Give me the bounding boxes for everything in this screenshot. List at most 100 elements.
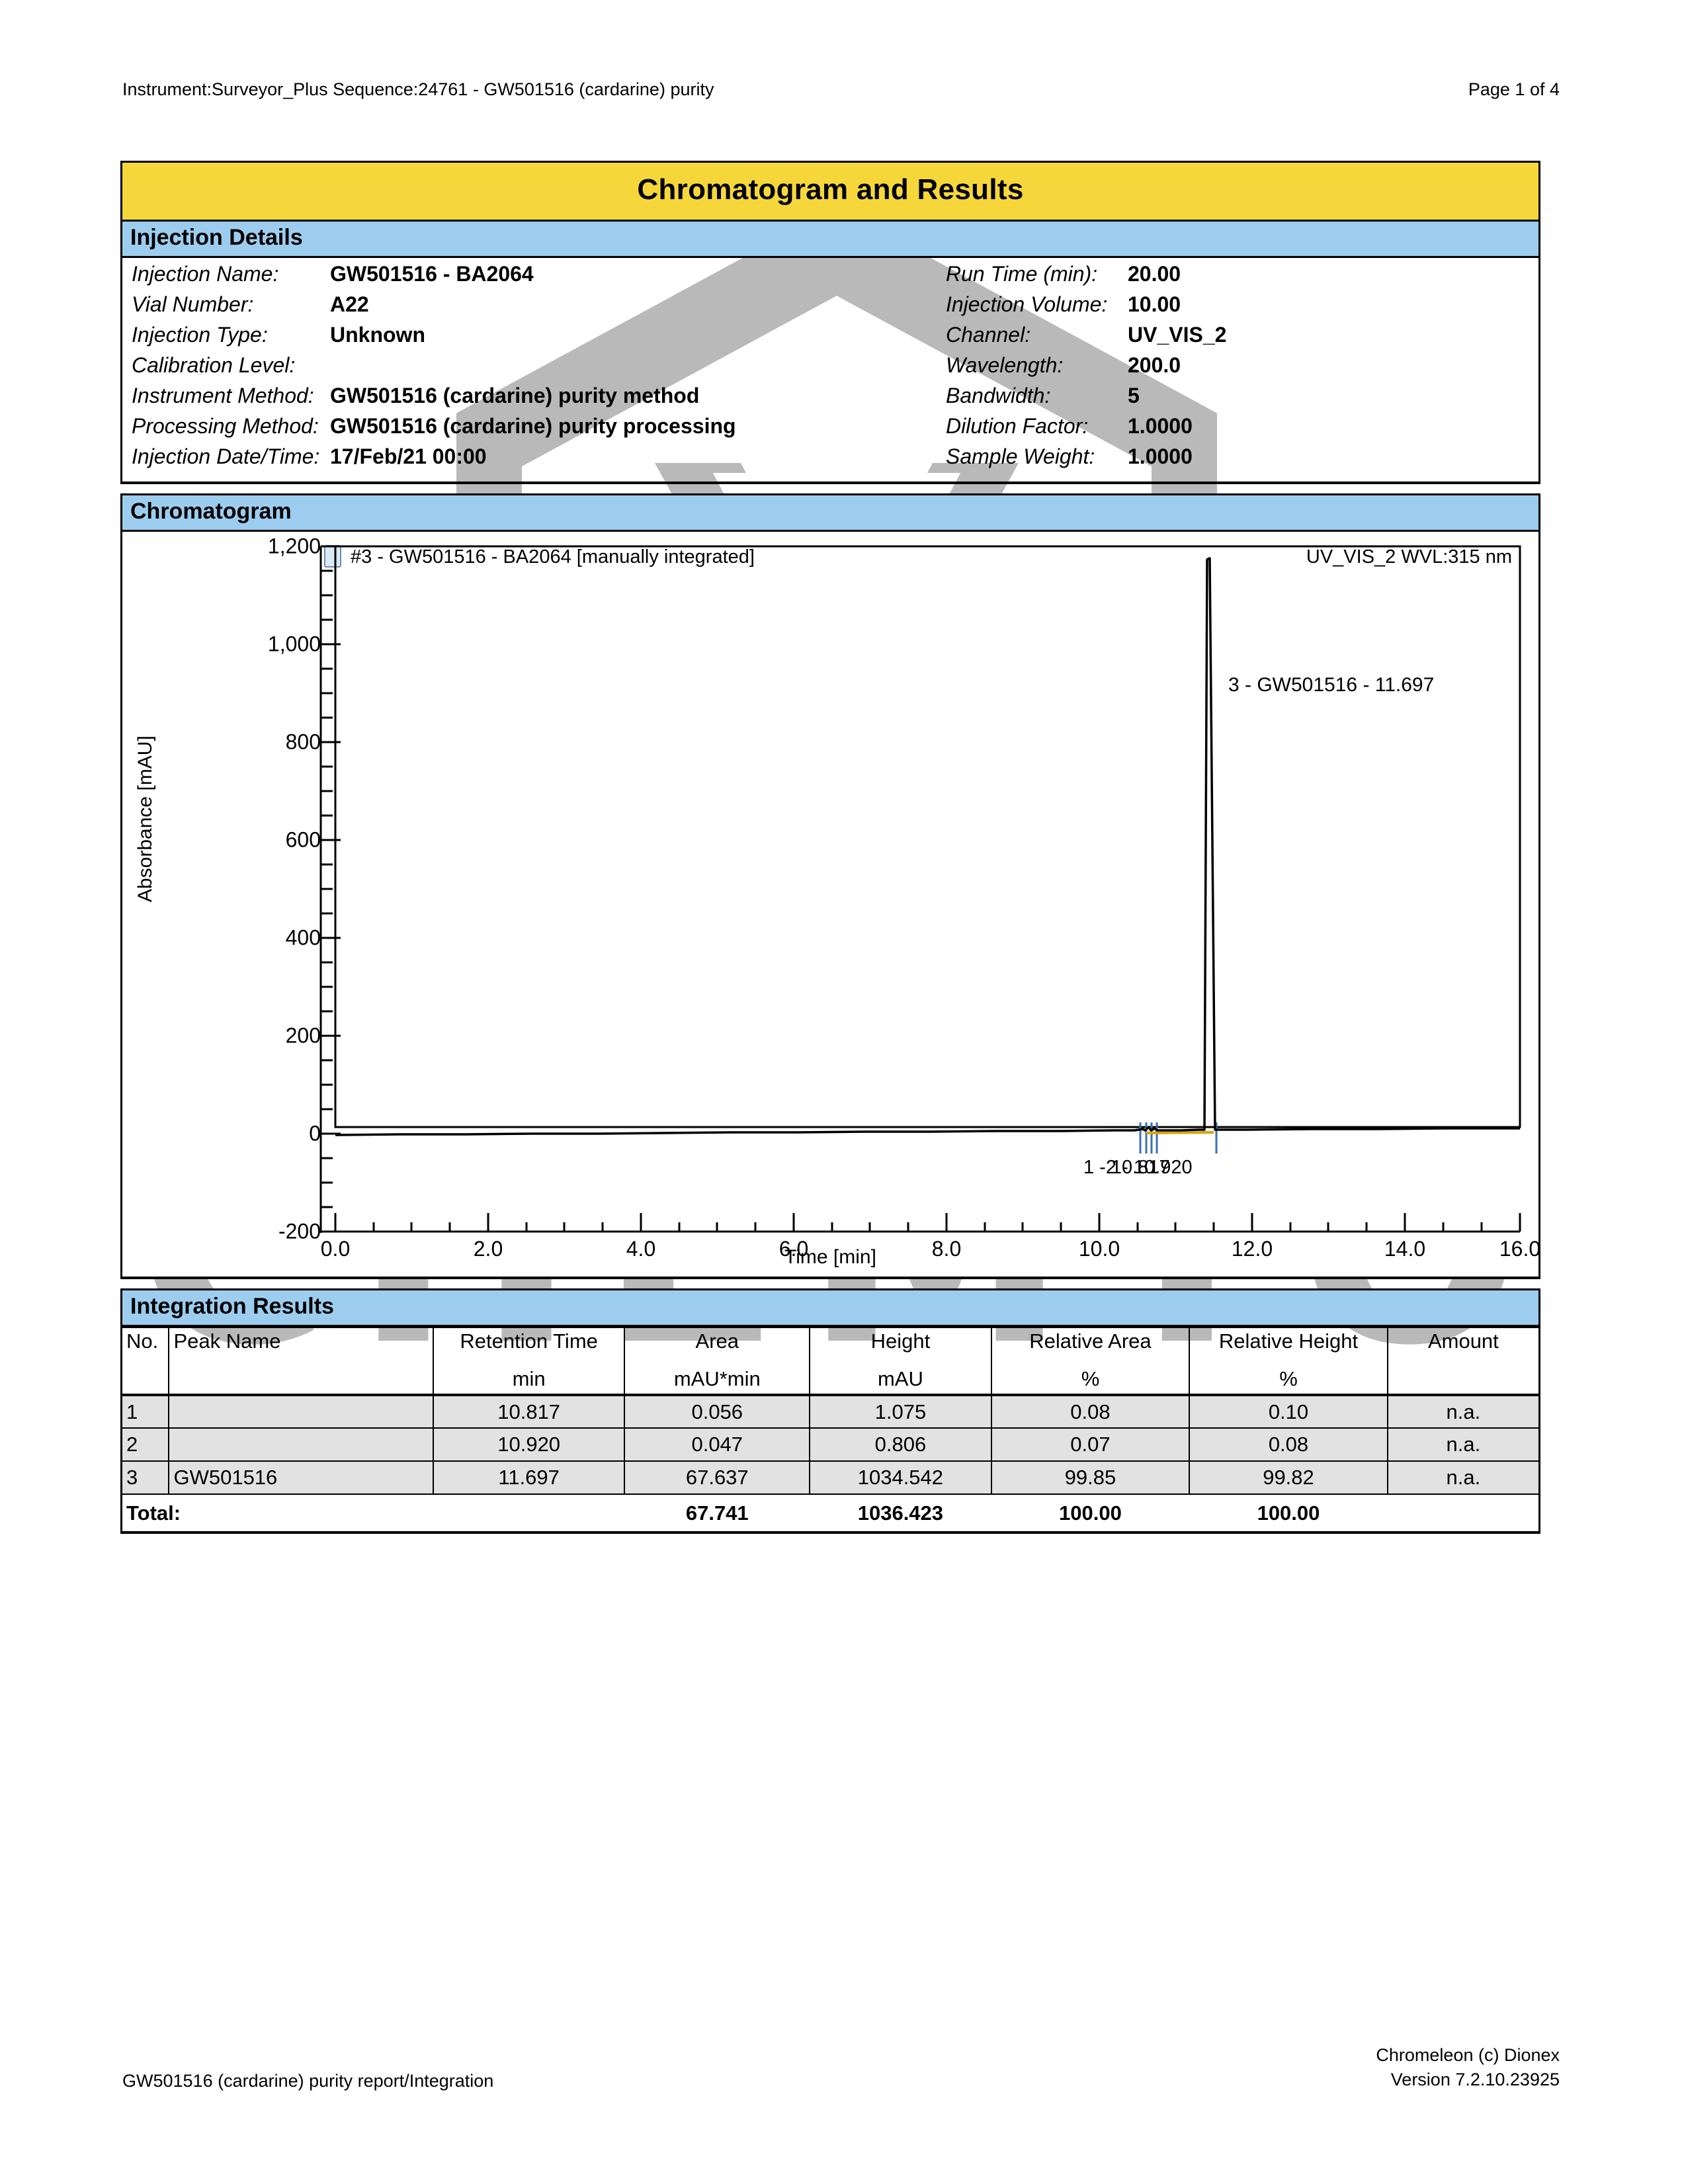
col-header-area: Area: [624, 1327, 811, 1361]
cell-no: 3: [120, 1460, 170, 1495]
cell-height: 0.806: [809, 1427, 992, 1462]
detail-row-injection-datetime: Injection Date/Time: 17/Feb/21 00:00: [132, 444, 946, 475]
detail-row-injection-type: Injection Type: Unknown: [132, 323, 946, 353]
cell-height: 1.075: [809, 1394, 992, 1429]
cell-peak-name: [168, 1394, 434, 1429]
col-unit-no: [120, 1361, 170, 1396]
x-tick-label: 16.0: [1499, 1237, 1541, 1261]
cell-amount: n.a.: [1386, 1460, 1540, 1495]
table-units-row: min mAU*min mAU % %: [120, 1361, 1540, 1396]
col-header-name: Peak Name: [168, 1327, 434, 1361]
y-tick-label: 200: [285, 1023, 321, 1048]
cell-total-rel-area: 100.00: [991, 1493, 1190, 1534]
y-tick-label: 600: [285, 827, 321, 852]
cell-rt: 11.697: [432, 1460, 626, 1495]
injection-details-right-column: Run Time (min): 20.00 Injection Volume: …: [946, 262, 1528, 475]
detail-value: 5: [1128, 384, 1140, 407]
cell-amount: n.a.: [1386, 1394, 1540, 1429]
col-header-relarea: Relative Area: [990, 1327, 1191, 1361]
col-header-rt: Retention Time: [432, 1327, 626, 1361]
cell-rt: 10.920: [432, 1427, 626, 1462]
injection-details-left-column: Injection Name: GW501516 - BA2064 Vial N…: [122, 262, 946, 475]
x-tick-label: 2.0: [473, 1237, 503, 1261]
chromatogram-trace-canvas: [319, 545, 1521, 1233]
detail-value: GW501516 - BA2064: [330, 262, 534, 286]
col-unit-relheight: %: [1189, 1361, 1388, 1396]
detail-value: 10.00: [1128, 292, 1181, 316]
x-tick-label: 10.0: [1078, 1237, 1120, 1261]
cell-area: 67.637: [624, 1460, 811, 1495]
y-tick-label: -200: [278, 1219, 321, 1243]
table-row: 3 GW501516 11.697 67.637 1034.542 99.85 …: [120, 1460, 1540, 1495]
cell-total-rt: [433, 1493, 625, 1534]
detail-label: Instrument Method:: [132, 384, 314, 407]
detail-row-injection-name: Injection Name: GW501516 - BA2064: [132, 262, 946, 292]
cell-height: 1034.542: [809, 1460, 992, 1495]
detail-row-injection-volume: Injection Volume: 10.00: [946, 292, 1528, 323]
cell-rel-height: 0.10: [1189, 1394, 1388, 1429]
page-number-label: Page 1 of 4: [1468, 79, 1560, 99]
cell-total-height: 1036.423: [810, 1493, 991, 1534]
cell-area: 0.056: [624, 1394, 811, 1429]
col-header-amount: Amount: [1386, 1327, 1540, 1361]
table-row: 2 10.920 0.047 0.806 0.07 0.08 n.a.: [120, 1427, 1540, 1462]
y-tick-label: 400: [285, 925, 321, 950]
cell-no: 2: [120, 1427, 170, 1462]
detail-label: Calibration Level:: [132, 353, 296, 377]
y-tick-label: 1,000: [267, 632, 321, 656]
page-footer: GW501516 (cardarine) purity report/Integ…: [0, 2043, 1682, 2091]
detail-label: Injection Name:: [132, 262, 279, 286]
x-tick-label: 12.0: [1231, 1237, 1273, 1261]
detail-label: Injection Volume:: [946, 292, 1108, 316]
cell-total-amount: [1387, 1493, 1540, 1534]
detail-row-instrument-method: Instrument Method: GW501516 (cardarine) …: [132, 384, 946, 414]
table-head: No. Peak Name Retention Time Area Height…: [120, 1327, 1540, 1396]
x-tick-label: 6.0: [778, 1237, 809, 1261]
detail-label: Wavelength:: [946, 353, 1064, 377]
table-header-row: No. Peak Name Retention Time Area Height…: [120, 1327, 1540, 1361]
detail-value: 17/Feb/21 00:00: [330, 444, 487, 468]
software-name-label: Chromeleon (c) Dionex: [1376, 2045, 1560, 2066]
report-body: Chromatogram and Results Injection Detai…: [120, 161, 1540, 1534]
cell-total-area: 67.741: [624, 1493, 810, 1534]
detail-row-dilution-factor: Dilution Factor: 1.0000: [946, 414, 1528, 444]
detail-label: Injection Date/Time:: [132, 444, 320, 468]
integration-results-table: No. Peak Name Retention Time Area Height…: [120, 1327, 1540, 1534]
col-unit-rt: min: [432, 1361, 626, 1396]
detail-value: GW501516 (cardarine) purity method: [330, 384, 700, 407]
detail-row-wavelength: Wavelength: 200.0: [946, 353, 1528, 384]
col-unit-name: [168, 1361, 434, 1396]
table-body: 1 10.817 0.056 1.075 0.08 0.10 n.a. 2 10…: [120, 1394, 1540, 1534]
detail-row-processing-method: Processing Method: GW501516 (cardarine) …: [132, 414, 946, 444]
x-tick-label: 0.0: [320, 1237, 351, 1261]
peak-label-2: 2 - 10.920: [1106, 1157, 1193, 1178]
peak-label-3: 3 - GW501516 - 11.697: [1228, 674, 1435, 696]
detector-label: UV_VIS_2 WVL:315 nm: [1306, 546, 1512, 567]
detail-value: UV_VIS_2: [1128, 323, 1227, 347]
x-tick-label: 14.0: [1384, 1237, 1426, 1261]
table-row: 1 10.817 0.056 1.075 0.08 0.10 n.a.: [120, 1394, 1540, 1429]
detail-label: Injection Type:: [132, 323, 268, 347]
detail-row-bandwidth: Bandwidth: 5: [946, 384, 1528, 414]
cell-rel-height: 0.08: [1189, 1427, 1388, 1462]
report-name-label: GW501516 (cardarine) purity report/Integ…: [122, 2071, 494, 2091]
detail-value: 1.0000: [1128, 414, 1193, 438]
cell-total-label: Total:: [121, 1493, 433, 1534]
y-tick-label: 1,200: [267, 534, 321, 558]
detail-label: Processing Method:: [132, 414, 319, 438]
detail-value: 20.00: [1128, 262, 1181, 286]
detail-value: 1.0000: [1128, 444, 1193, 468]
detail-row-run-time: Run Time (min): 20.00: [946, 262, 1528, 292]
detail-row-calibration-level: Calibration Level:: [132, 353, 946, 384]
x-axis-title: Time [min]: [784, 1246, 876, 1268]
col-header-relheight: Relative Height: [1189, 1327, 1388, 1361]
chromatogram-plot: #3 - GW501516 - BA2064 [manually integra…: [120, 532, 1540, 1279]
y-tick-label: 800: [285, 730, 321, 754]
detail-label: Channel:: [946, 323, 1031, 347]
injection-details-panel: Injection Name: GW501516 - BA2064 Vial N…: [120, 258, 1540, 484]
col-header-height: Height: [809, 1327, 992, 1361]
peak-label-1: 1 - 10.817: [1083, 1157, 1170, 1178]
cell-rel-area: 99.85: [990, 1460, 1191, 1495]
col-unit-height: mAU: [809, 1361, 992, 1396]
detail-label: Run Time (min):: [946, 262, 1098, 286]
